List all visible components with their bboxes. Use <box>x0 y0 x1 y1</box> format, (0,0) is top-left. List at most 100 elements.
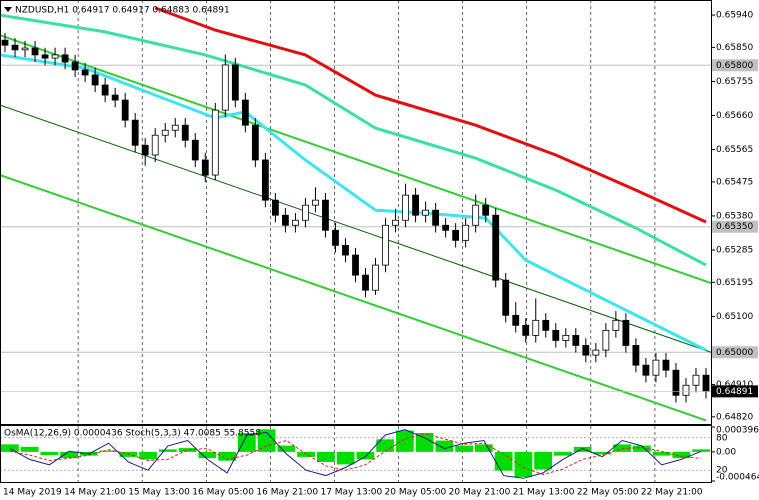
level-label: 0.65800 <box>716 61 753 71</box>
candle-body <box>622 319 630 346</box>
y-tick-label: 0.65285 <box>716 246 753 256</box>
osma-bar <box>317 451 335 462</box>
osma-bar <box>672 451 691 459</box>
bid-label: 0.64891 <box>716 387 753 397</box>
candle-body <box>51 54 59 59</box>
x-tick-label: 20 May 05:00 <box>385 488 447 498</box>
candle-body <box>121 99 129 121</box>
osma-bar <box>455 445 473 452</box>
candle-body <box>312 199 319 206</box>
candle-body <box>251 124 259 161</box>
y-tick-label: -0.000464 <box>716 473 759 483</box>
osma-bar <box>514 451 533 477</box>
candle-body <box>632 345 640 366</box>
bid-tag <box>712 385 758 398</box>
trend-line <box>0 104 713 354</box>
osma-bar <box>652 451 671 456</box>
trend-line <box>0 13 707 267</box>
candle-body <box>41 54 49 59</box>
stoch-line <box>9 432 702 476</box>
candle-body <box>492 214 500 281</box>
trend-line <box>0 53 707 352</box>
osma-bar <box>593 451 612 455</box>
candle-body <box>141 144 149 156</box>
x-tick-label: 14 May 2019 <box>3 488 62 498</box>
osma-bar <box>633 445 651 452</box>
candle-body <box>412 194 419 216</box>
main-frame <box>0 0 712 425</box>
candle-body <box>101 84 109 96</box>
candle-body <box>271 199 279 216</box>
osma-bar <box>494 451 513 471</box>
candle-body <box>532 319 540 336</box>
candle-body <box>562 334 570 341</box>
candle-body <box>372 264 379 291</box>
x-tick-label: 16 May 21:00 <box>256 488 318 498</box>
osma-bar <box>99 450 118 452</box>
candle-body <box>91 74 99 86</box>
candle-body <box>522 324 530 336</box>
osma-bar <box>198 451 217 459</box>
trend-line <box>154 6 707 224</box>
candle-body <box>131 119 139 146</box>
candle-body <box>392 219 399 226</box>
osma-bar <box>415 433 434 452</box>
osma-bar <box>238 433 256 452</box>
candle-body <box>302 204 309 221</box>
candle-body <box>422 209 429 216</box>
candle-body <box>81 69 89 76</box>
candle-body <box>582 345 590 356</box>
candle-body <box>512 314 520 326</box>
candle-body <box>442 224 450 231</box>
osma-bar <box>356 451 375 460</box>
candle-body <box>592 349 600 356</box>
x-tick-label: 16 May 05:00 <box>192 488 254 498</box>
osma-bar <box>257 429 276 452</box>
x-tick-label: 20 May 21:00 <box>449 488 511 498</box>
osma-bar <box>475 444 493 452</box>
x-tick-label: 17 May 13:00 <box>320 488 382 498</box>
candle-body <box>71 61 79 71</box>
level-tag <box>712 59 758 72</box>
candle-body <box>432 209 440 226</box>
osma-bar <box>692 449 710 452</box>
candle-body <box>612 319 620 331</box>
y-tick-label: 0.0003962 <box>716 426 759 436</box>
y-tick-label: 0.65195 <box>716 278 753 288</box>
candle-body <box>702 374 710 392</box>
candle-body <box>672 369 680 396</box>
osma-bar <box>218 451 236 461</box>
y-tick-label: 0.65755 <box>716 77 753 87</box>
candle-body <box>652 359 660 376</box>
y-tick-label: 0.65660 <box>716 111 753 121</box>
candle-body <box>462 224 470 241</box>
candle-body <box>682 384 690 396</box>
candle-body <box>382 224 389 266</box>
candle-body <box>261 159 269 201</box>
y-tick-label: 0.65940 <box>716 11 753 21</box>
osma-bar <box>159 449 177 452</box>
candle-body <box>111 94 119 101</box>
osma-bar <box>554 451 572 456</box>
candle-body <box>322 199 329 231</box>
y-tick-label: 0.65850 <box>716 43 753 53</box>
candle-body <box>11 44 19 51</box>
candle-body <box>171 124 179 131</box>
candle-body <box>482 204 490 216</box>
candle-body <box>362 274 369 291</box>
candle-body <box>151 134 159 156</box>
candle-body <box>402 194 409 221</box>
x-tick-label: 21 May 13:00 <box>513 488 575 498</box>
osma-bar <box>178 448 197 452</box>
candle-body <box>692 374 700 386</box>
candle-body <box>332 229 339 246</box>
osma-bar <box>277 445 296 452</box>
osma-bar <box>60 451 78 459</box>
candle-body <box>241 99 249 126</box>
stoch-line <box>9 429 702 479</box>
level-tag <box>712 220 758 233</box>
candle-body <box>191 139 199 161</box>
y-tick-label: 0.65100 <box>716 312 753 322</box>
